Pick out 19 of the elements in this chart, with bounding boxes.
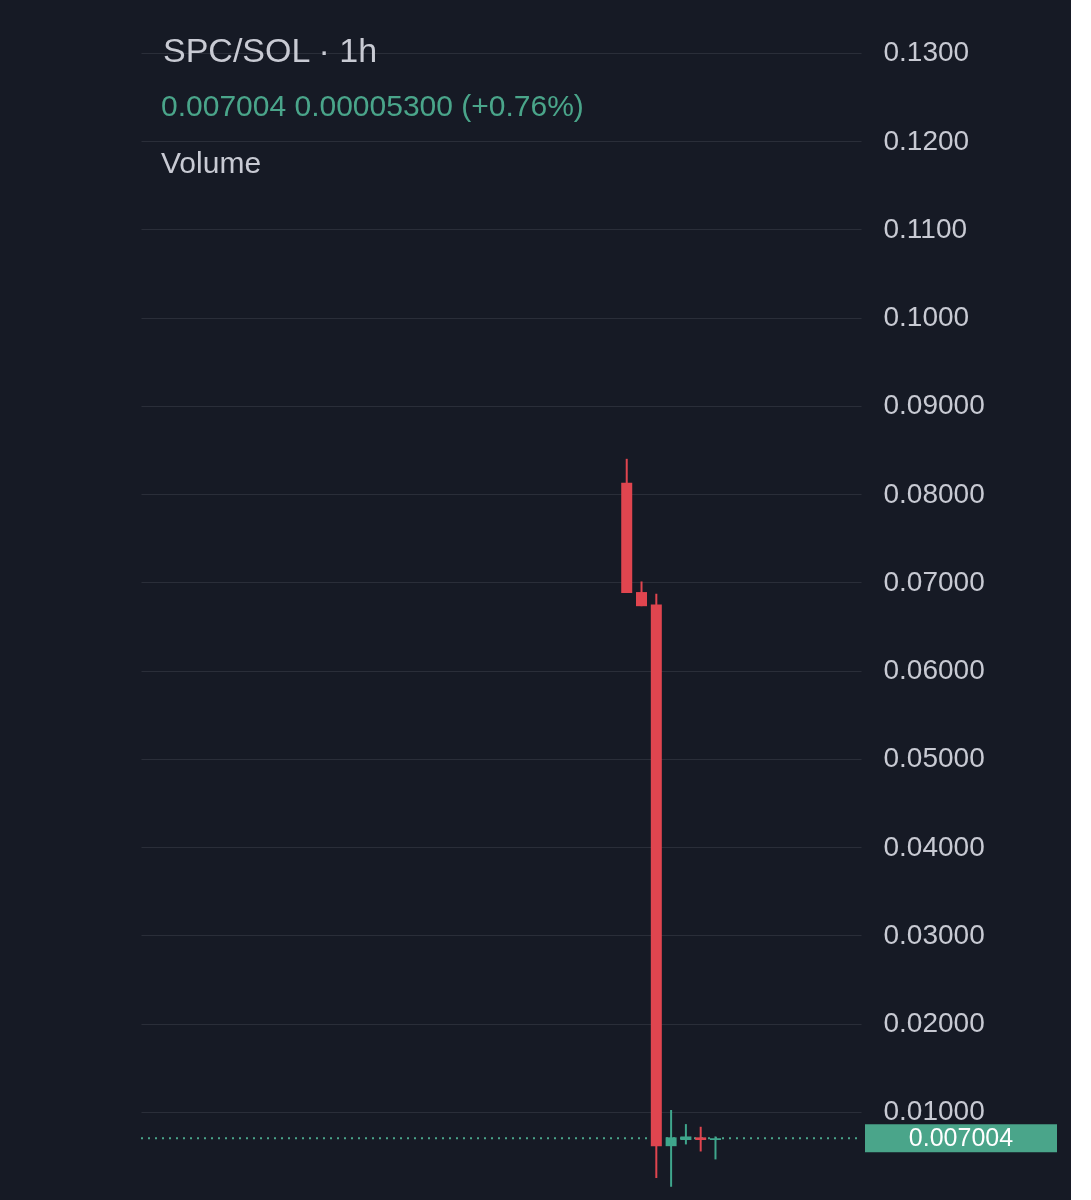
annotation: 0.007004 0.00005300 (+0.76%): [161, 89, 584, 122]
candlestick: [695, 1125, 707, 1153]
y-tick-label: 0.08000: [883, 477, 985, 509]
annotation: Volume: [161, 146, 262, 179]
candlestick: [636, 580, 648, 608]
y-tick-label: 0.06000: [883, 654, 985, 686]
y-tick-label: 0.02000: [883, 1007, 985, 1039]
y-tick-label: 0.1300: [883, 36, 970, 68]
y-tick-label: 0.05000: [883, 742, 985, 774]
text: SPC/SOL · 1h: [163, 31, 378, 69]
y-tick-label: 0.09000: [883, 389, 985, 421]
y-tick-label: 0.1200: [883, 124, 970, 156]
y-tick-label: 0.1000: [883, 301, 970, 333]
candlestick: [665, 1109, 677, 1188]
candlestick: [680, 1123, 692, 1146]
y-tick-label: 0.03000: [883, 918, 985, 950]
y-tick-label: 0.07000: [883, 565, 985, 597]
y-tick-label: 0.1100: [883, 212, 968, 244]
y-tick-label: 0.04000: [883, 830, 985, 862]
